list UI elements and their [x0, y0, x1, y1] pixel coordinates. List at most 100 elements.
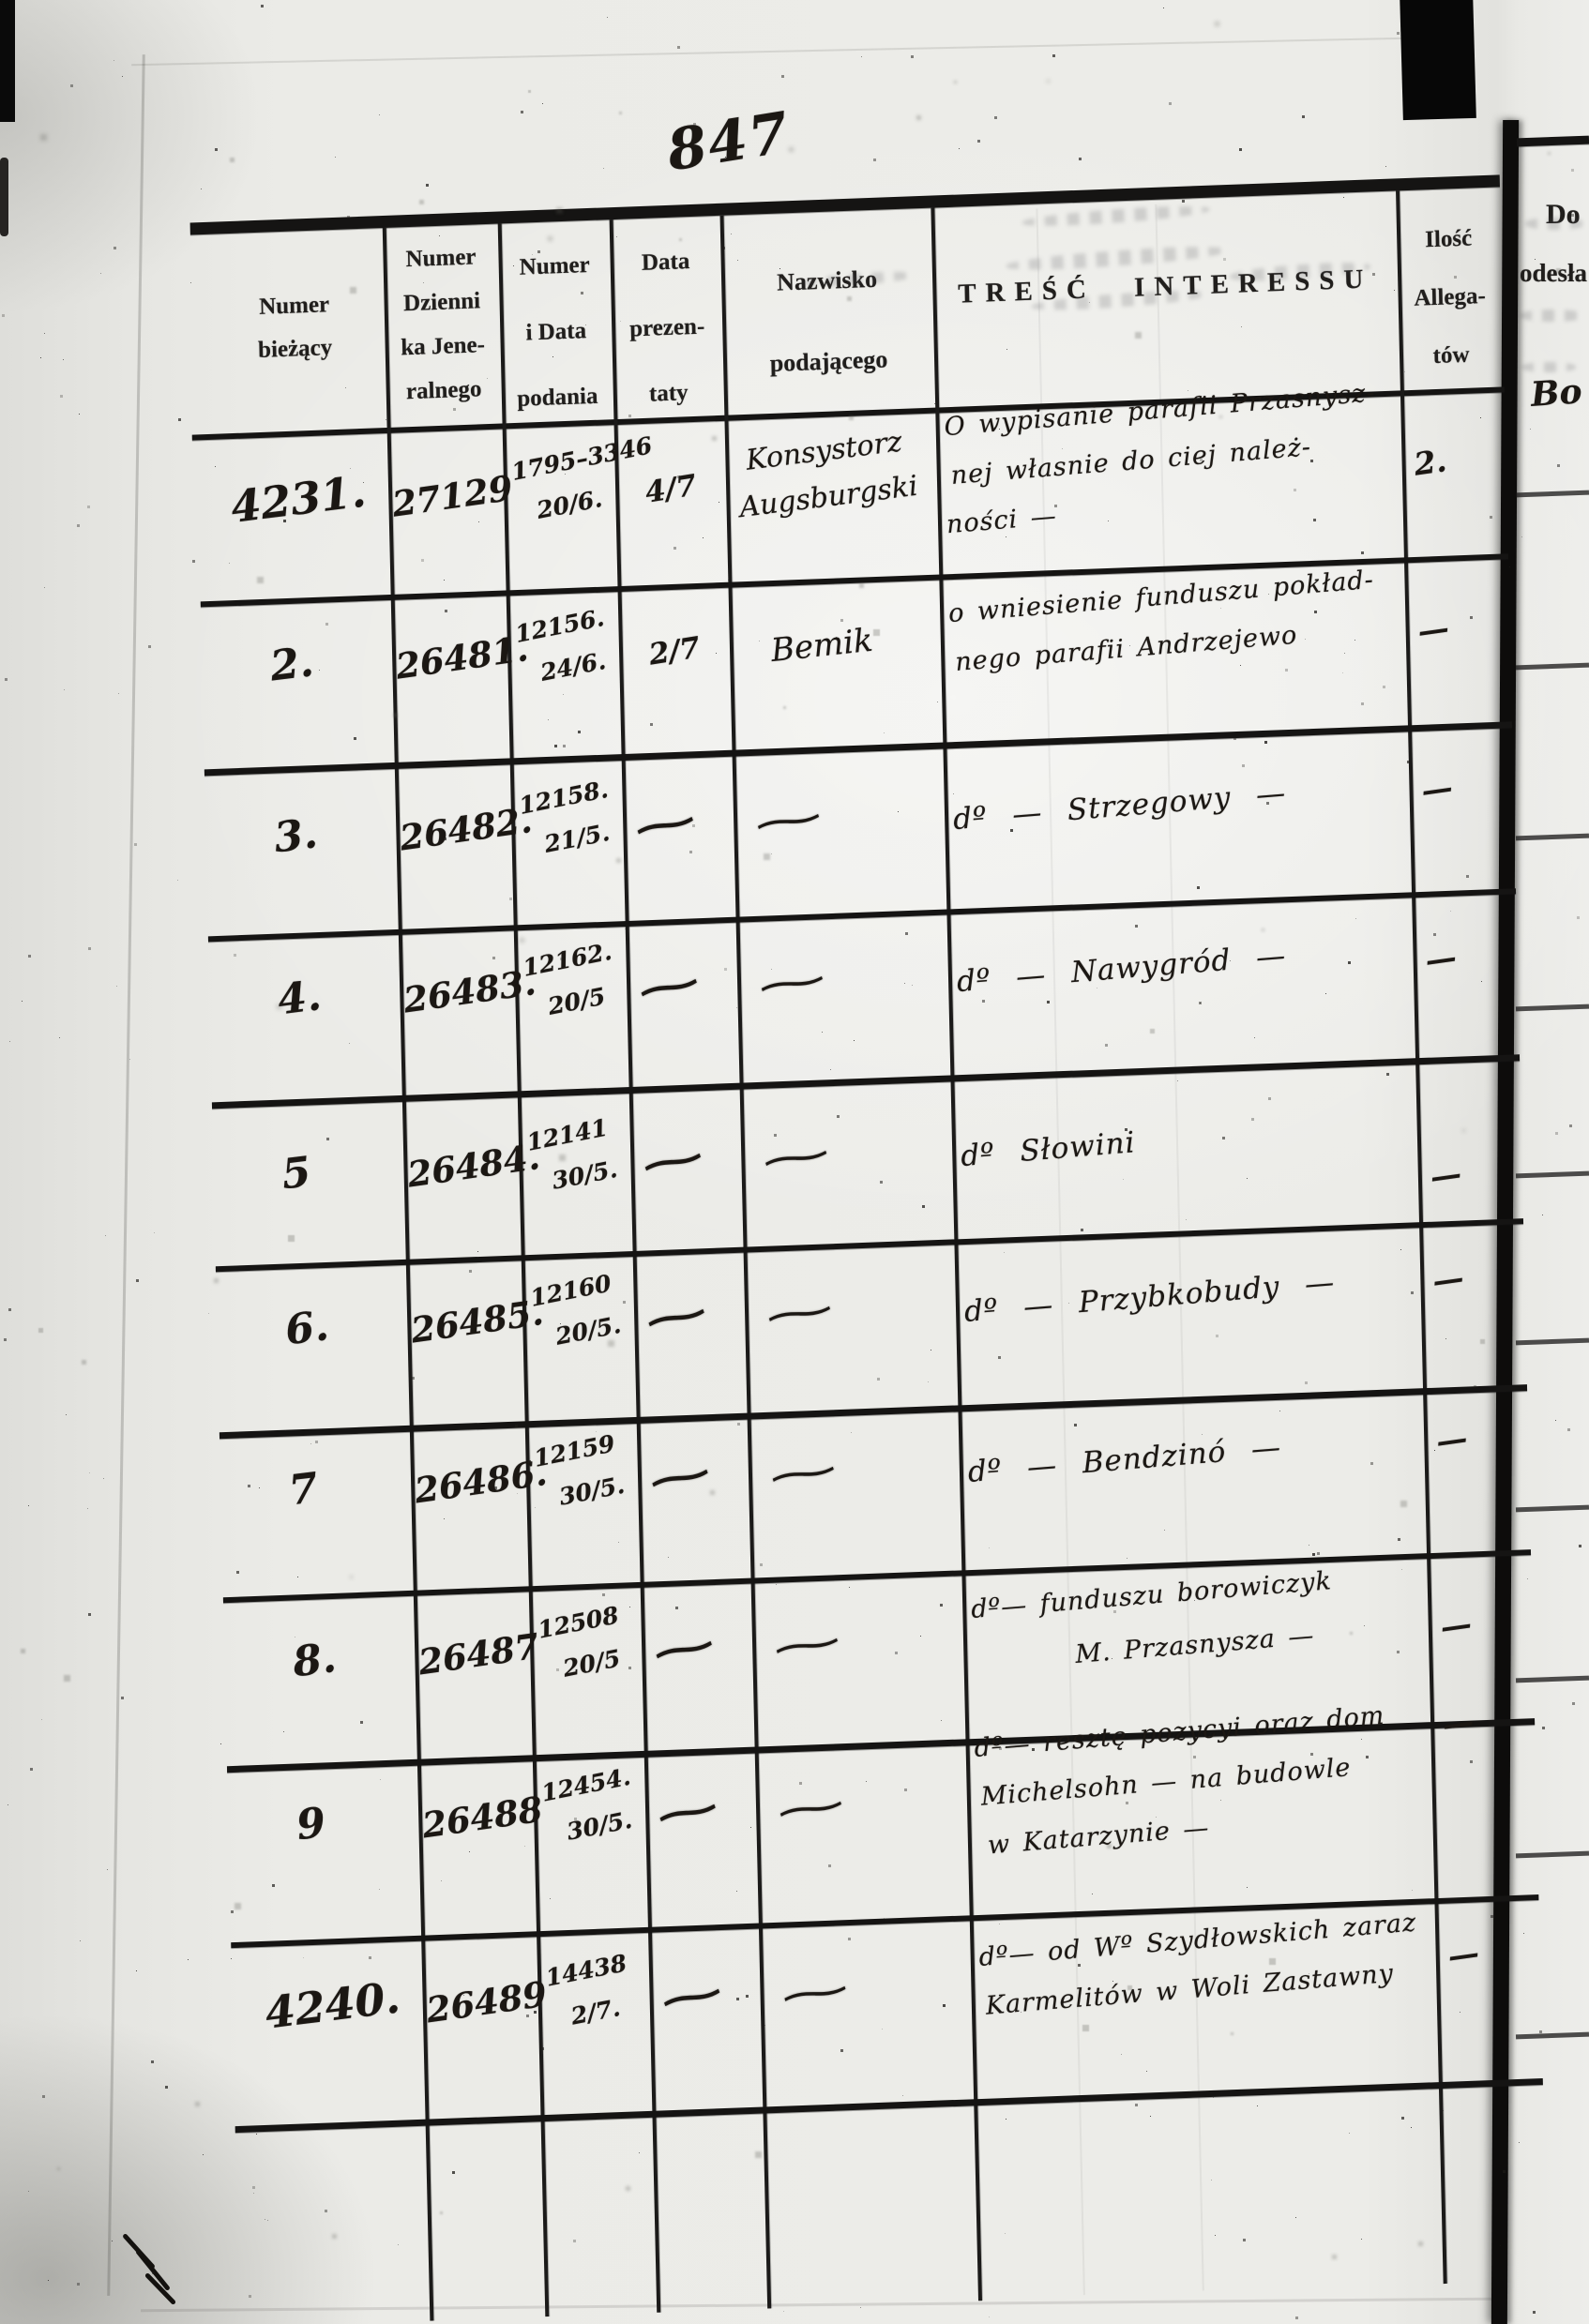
cell-nazwisko-row7: ~ [755, 1445, 852, 1502]
cell-tresc-row1: nej własnie do ciej należ- [949, 432, 1312, 490]
cell-data-prezentaty-row5: ~ [628, 1135, 718, 1189]
header-line: Data [641, 249, 690, 276]
ink-bleed-through [1525, 218, 1585, 230]
cell-ilosc-row4: — [1423, 938, 1459, 979]
header-line: ka Jene- [401, 332, 486, 361]
ditto-mark: ~ [762, 1780, 859, 1837]
cell-nazwisko-row4: ~ [744, 955, 840, 1012]
header-line: i Data [525, 318, 587, 346]
cell-numer-podania-row7: 12159 [531, 1429, 617, 1472]
ditto-mark: ~ [620, 797, 710, 853]
ditto-mark: ~ [635, 1450, 725, 1505]
right-page-header-line: Do [1546, 199, 1581, 230]
cell-nazwisko-row6: ~ [751, 1285, 848, 1342]
header-line: taty [648, 380, 689, 407]
cell-ilosc-row8: — [1438, 1605, 1474, 1646]
cell-numer-podania-row5: 30/5. [550, 1154, 620, 1195]
cell-tresc-row3: dº — Strzegowy — [951, 776, 1288, 838]
cell-data-prezentaty-row7: ~ [635, 1451, 724, 1505]
ditto-mark: ~ [743, 955, 840, 1013]
cell-numer-podania-row8: 20/5 [561, 1644, 623, 1683]
cell-numer-podania-row8: 12508 [536, 1601, 621, 1644]
cell-numer-dziennika-row1: 27129 [389, 466, 515, 525]
cell-numer-biezacy-row8: 8. [290, 1634, 339, 1687]
handwritten-page-number: 847 [662, 99, 794, 185]
cell-ilosc-row7: — [1433, 1419, 1470, 1460]
ink-bleed-through [1520, 309, 1585, 322]
cell-numer-podania-row6: 20/5. [553, 1310, 624, 1351]
header-line: ralnego [405, 376, 482, 405]
noise-speckles [0, 0, 1, 1]
row-divider-line [219, 1384, 1528, 1440]
cell-numer-podania-row9: 12454. [539, 1762, 633, 1807]
cell-tresc-row9: dº— resztę pozycyi oraz dom [973, 1700, 1386, 1763]
ditto-mark: ~ [646, 1969, 737, 2025]
cell-nazwisko-row5: ~ [748, 1129, 844, 1186]
row-divider-line [207, 888, 1517, 943]
header-line: Allega- [1414, 282, 1487, 311]
column-header-numer-biezacy: Numer bieżący [205, 281, 384, 374]
cell-numer-podania-row3: 12158. [517, 775, 611, 820]
cell-tresc-row9: Michelsohn — na budowle [979, 1753, 1353, 1812]
cell-tresc-row6: dº — Przybkobudy — [962, 1265, 1337, 1330]
cell-numer-biezacy-row6: 6. [282, 1302, 331, 1355]
header-line: podającego [769, 345, 888, 377]
ditto-mark: ~ [624, 959, 714, 1015]
table-top-rule [189, 174, 1500, 235]
cell-tresc-row8: dº— funduszu borowiczyk [970, 1566, 1333, 1624]
column-divider-line [1396, 190, 1447, 2285]
cell-numer-biezacy-row4: 4. [275, 972, 324, 1025]
ditto-mark: ~ [754, 1445, 852, 1502]
cell-numer-podania-row4: 12162. [521, 937, 614, 982]
cell-numer-biezacy-row7: 7 [286, 1463, 321, 1516]
header-line: Numer [519, 251, 590, 280]
cell-tresc-row1: ności — [946, 501, 1058, 540]
column-header-numer-dziennika: Numer Dzienni ka Jene- ralnego [385, 234, 500, 415]
right-page-header-line: odesła [1520, 259, 1588, 287]
cell-numer-biezacy-row10: 4240. [262, 1971, 403, 2039]
cell-nazwisko-row1: Konsystorz [744, 425, 904, 477]
column-header-nazwisko: Nazwisko podającego [722, 237, 933, 406]
cell-ilosc-row3: — [1419, 768, 1455, 809]
cell-numer-podania-row2: 12156. [513, 603, 607, 648]
ink-bleed-through [1006, 242, 1228, 274]
header-line: Dzienni [402, 288, 481, 317]
cell-tresc-row8: M. Przasnysza — [1074, 1621, 1316, 1669]
ditto-mark: ~ [631, 1290, 721, 1345]
cell-data-prezentaty-row2: 2/7 [646, 630, 703, 672]
scanner-black-mark-left [0, 158, 8, 236]
cell-ilosc-row9: — [1440, 1702, 1476, 1743]
cell-numer-podania-row2: 24/6. [537, 646, 609, 687]
header-line: tów [1432, 341, 1470, 370]
header-line: prezen- [628, 313, 705, 342]
cell-tresc-row5: dº Słowini [960, 1125, 1137, 1174]
cell-numer-podania-row10: 14438 [543, 1949, 629, 1992]
cell-tresc-row2: nego parafii Andrzejewo [954, 620, 1299, 677]
cell-nazwisko-row1: Augsburgski [737, 469, 920, 525]
cell-ilosc-row1: 2. [1412, 442, 1449, 483]
ditto-mark: ~ [766, 1964, 864, 2022]
cell-data-prezentaty-row8: ~ [640, 1622, 729, 1677]
ink-bleed-through [1521, 362, 1576, 372]
cell-ilosc-row5: — [1428, 1154, 1464, 1196]
ditto-mark: ~ [740, 792, 837, 851]
cell-numer-podania-row7: 30/5. [556, 1471, 627, 1511]
cell-tresc-row10: Karmelitów w Woli Zastawny [984, 1958, 1395, 2021]
cell-nazwisko-row9: ~ [763, 1780, 859, 1837]
column-header-ilosc: Ilość Allega- tów [1399, 208, 1502, 386]
cell-ilosc-row2: — [1415, 609, 1451, 650]
cell-data-prezentaty-row1: 4/7 [643, 468, 699, 510]
cell-nazwisko-row10: ~ [766, 1965, 863, 2022]
cell-ilosc-row6: — [1430, 1259, 1466, 1300]
header-line: bieżący [257, 335, 333, 363]
row-divider-line [204, 721, 1513, 777]
row-divider-line [222, 1549, 1532, 1604]
header-line: Ilość [1424, 225, 1473, 253]
table-rows: 4231. 27129 1795–3346 20/6. 4/7 Konsystorz Aug… [0, 0, 1583, 2038]
ditto-mark: ~ [628, 1134, 718, 1189]
cell-data-prezentaty-row10: ~ [647, 1970, 736, 2025]
cell-tresc-row9: w Katarzynie — [986, 1813, 1211, 1861]
cell-tresc-row7: dº — Bendzinó — [966, 1430, 1283, 1490]
